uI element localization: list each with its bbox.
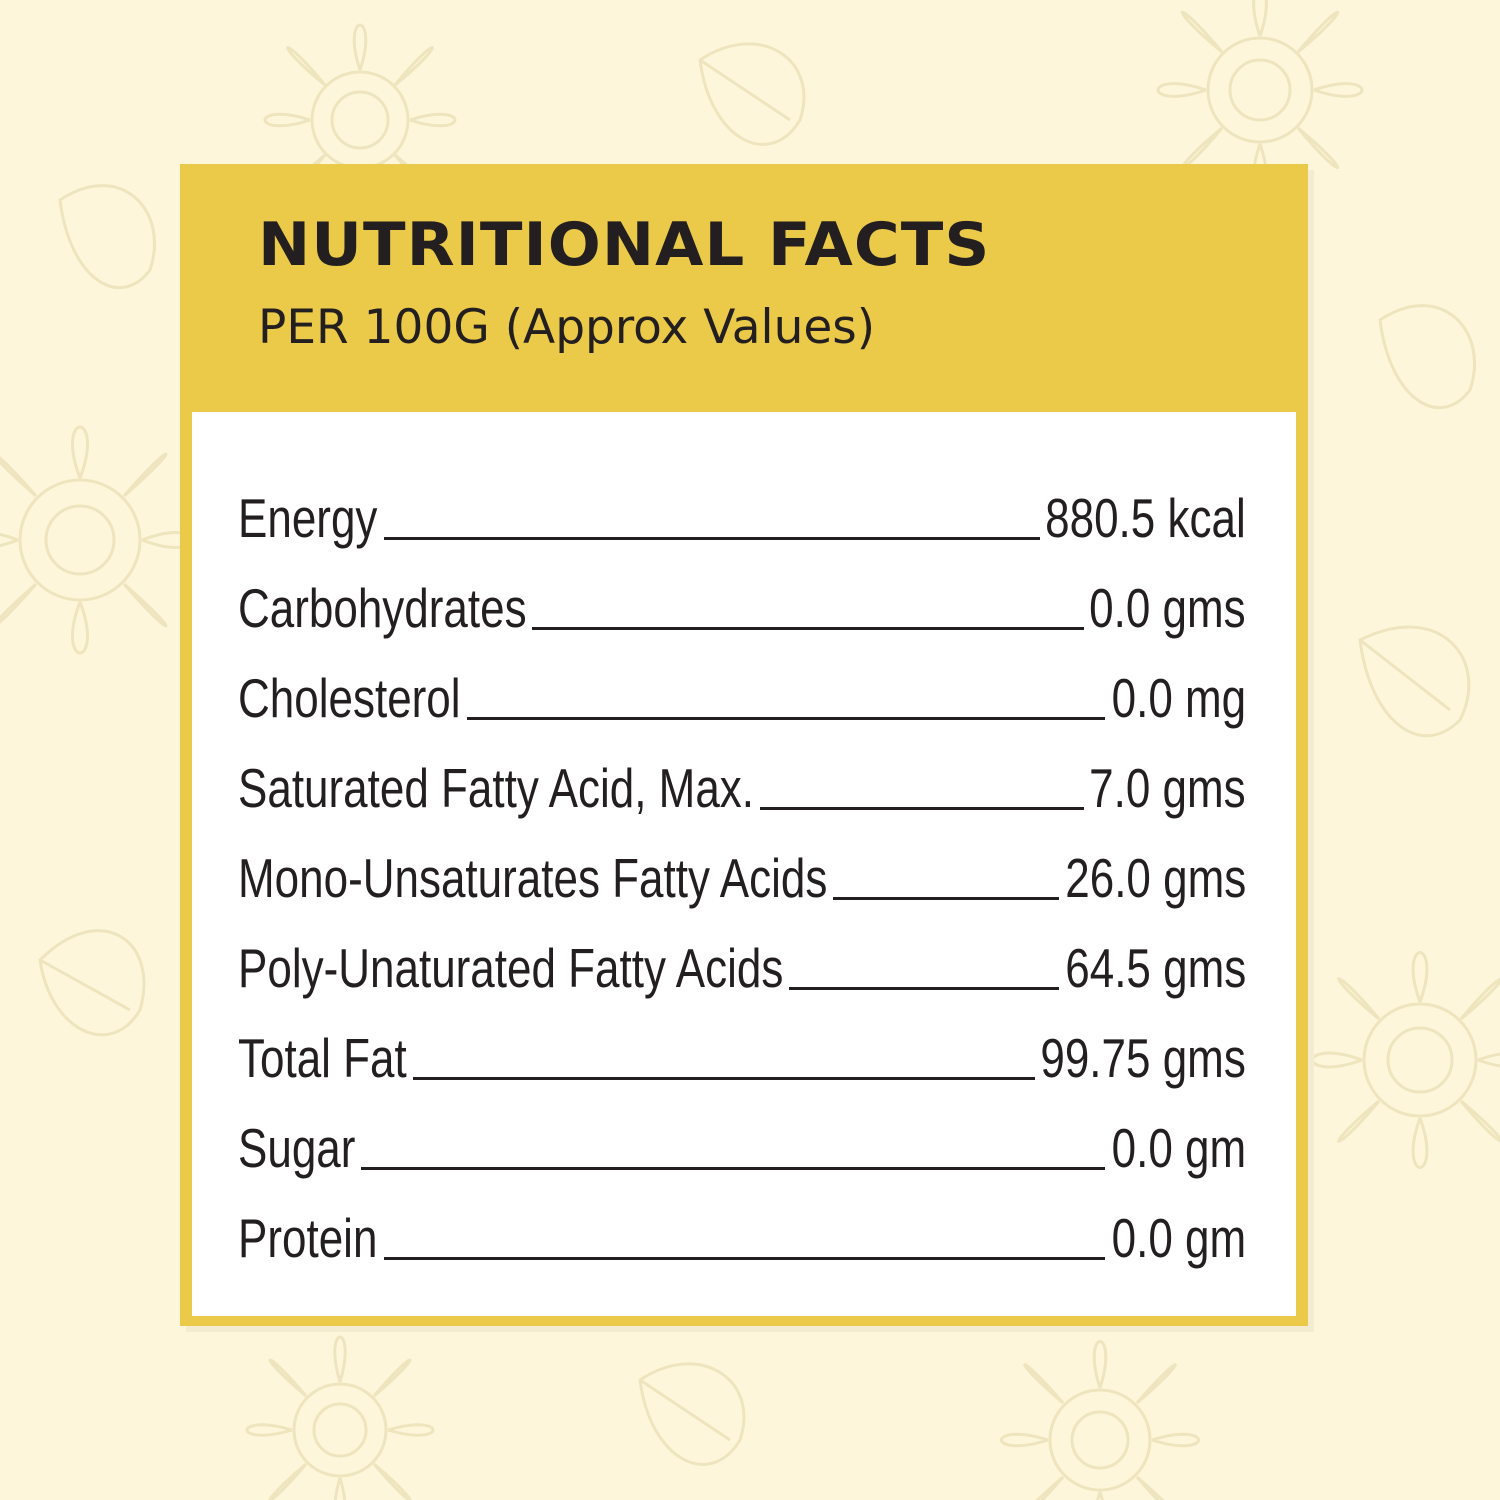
sunflower-icon [245,1335,435,1500]
fact-label: Cholesterol [238,667,461,729]
fact-row: Carbohydrates 0.0 gms [238,568,1246,638]
fact-label: Energy [238,487,378,549]
fact-row: Energy 880.5 kcal [238,478,1246,548]
card-title: NUTRITIONAL FACTS [258,210,991,280]
nutrition-card: NUTRITIONAL FACTS PER 100G (Approx Value… [180,164,1308,1326]
fact-row: Poly-Unaturated Fatty Acids 64.5 gms [238,928,1246,998]
card-subtitle: PER 100G (Approx Values) [258,300,876,355]
fact-label: Carbohydrates [238,577,527,639]
sunflower-icon [1311,951,1500,1169]
fact-value: 64.5 gms [1065,937,1246,999]
facts-panel: Energy 880.5 kcal Carbohydrates 0.0 gms … [192,412,1296,1316]
fact-label: Mono-Unsaturates Fatty Acids [238,847,828,909]
fact-label: Sugar [238,1117,356,1179]
fact-value: 7.0 gms [1089,757,1246,819]
fact-label: Total Fat [238,1027,407,1089]
fact-value: 880.5 kcal [1045,487,1246,549]
fact-label: Saturated Fatty Acid, Max. [238,757,755,819]
leader-line [532,627,1084,630]
fact-value: 0.0 gm [1111,1117,1246,1179]
fact-row: Total Fat 99.75 gms [238,1018,1246,1088]
leader-line [833,897,1059,900]
fact-value: 26.0 gms [1065,847,1246,909]
fact-value: 99.75 gms [1040,1027,1246,1089]
fact-row: Sugar 0.0 gm [238,1108,1246,1178]
leader-line [760,807,1084,810]
leader-line [789,987,1059,990]
leader-line [383,1257,1106,1260]
fact-row: Saturated Fatty Acid, Max. 7.0 gms [238,748,1246,818]
fact-row: Cholesterol 0.0 mg [238,658,1246,728]
fact-value: 0.0 mg [1111,667,1246,729]
fact-label: Poly-Unaturated Fatty Acids [238,937,784,999]
fact-value: 0.0 gms [1089,577,1246,639]
sunflower-icon [0,425,195,655]
leader-line [466,717,1106,720]
fact-row: Mono-Unsaturates Fatty Acids 26.0 gms [238,838,1246,908]
leader-line [361,1167,1106,1170]
sunflower-icon [1000,1340,1200,1500]
fact-label: Protein [238,1207,378,1269]
fact-row: Protein 0.0 gm [238,1198,1246,1268]
fact-value: 0.0 gm [1111,1207,1246,1269]
leader-line [412,1077,1035,1080]
leaf-icon [38,42,1476,1466]
leader-line [383,537,1040,540]
